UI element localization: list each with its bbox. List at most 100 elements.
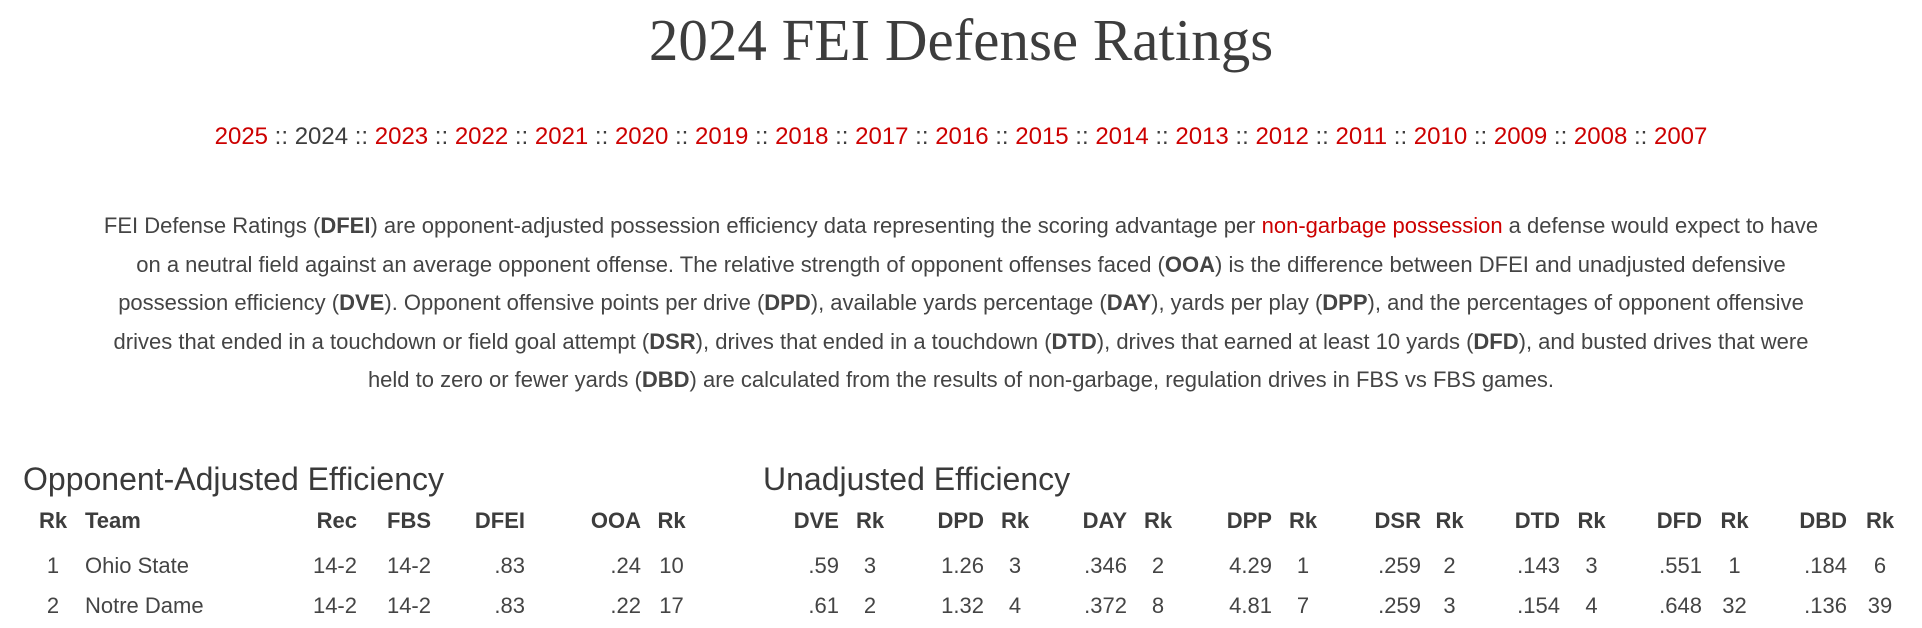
non-garbage-possession-link[interactable]: non-garbage possession <box>1261 213 1503 238</box>
stat-cell: .24 <box>610 553 641 578</box>
year-link-2015[interactable]: 2015 <box>1015 123 1069 150</box>
stat-cell: 14-2 <box>386 553 431 578</box>
metric-acronym: DPD <box>764 290 811 315</box>
year-link-2025[interactable]: 2025 <box>214 123 269 150</box>
column-spacer <box>702 500 758 546</box>
stat-cell: .346 <box>1084 553 1127 578</box>
stat-cell: 4.81 <box>1229 593 1272 618</box>
year-separator: :: <box>748 123 776 150</box>
col-header-rk-6: Rk <box>657 508 686 533</box>
year-separator: :: <box>668 123 695 150</box>
metric-acronym: DFD <box>1473 328 1519 354</box>
intro-text: ), available yards percentage ( <box>810 290 1107 315</box>
year-separator: :: <box>1228 123 1256 150</box>
year-link-2021[interactable]: 2021 <box>534 123 589 150</box>
stat-cell: 14-2 <box>312 553 357 578</box>
year-separator: :: <box>268 123 295 150</box>
year-link-2013[interactable]: 2013 <box>1175 123 1229 150</box>
stat-cell: 32 <box>1722 593 1747 618</box>
stat-cell: 2 <box>1443 553 1456 578</box>
year-separator: :: <box>588 123 615 150</box>
year-link-2014[interactable]: 2014 <box>1095 123 1149 150</box>
stat-cell: 3 <box>1008 553 1022 578</box>
intro-text: possession efficiency ( <box>118 290 340 315</box>
stat-cell: 1.32 <box>941 593 984 618</box>
col-header-rk-12: Rk <box>1143 508 1173 533</box>
intro-text: ) are calculated from the results of non… <box>689 367 1555 392</box>
intro-text: ). Opponent offensive points per drive ( <box>384 290 765 315</box>
stat-cell: .372 <box>1084 593 1127 618</box>
stat-cell: .259 <box>1378 593 1421 618</box>
year-link-2008[interactable]: 2008 <box>1573 123 1628 150</box>
year-link-2019[interactable]: 2019 <box>695 123 749 150</box>
year-separator: :: <box>508 123 535 150</box>
intro-line: on a neutral field against an average op… <box>25 246 1897 285</box>
section-title-unadjusted: Unadjusted Efficiency <box>763 461 1071 497</box>
team-name: Notre Dame <box>85 593 204 618</box>
col-header-rk-16: Rk <box>1435 508 1464 533</box>
stat-cell: 4 <box>1008 593 1022 618</box>
metric-acronym: DBD <box>641 367 690 392</box>
stat-cell: .136 <box>1804 593 1847 618</box>
year-separator: :: <box>1467 123 1494 150</box>
year-link-2012[interactable]: 2012 <box>1255 123 1309 150</box>
stat-cell: 1.26 <box>941 553 984 578</box>
stat-cell: 2 <box>46 593 60 618</box>
stat-cell: .154 <box>1517 593 1560 618</box>
year-separator: :: <box>1308 123 1336 150</box>
header-row: Rk Team Rec FBS DFEI OOA Rk DVE Rk DPD Rk DAY Rk DPP R… <box>37 500 1913 546</box>
stat-cell: 1 <box>46 553 60 578</box>
stat-cell: .59 <box>808 553 839 578</box>
stat-cell: .83 <box>494 553 525 578</box>
col-header-dsr-15: DSR <box>1374 508 1421 533</box>
col-header-rk-20: Rk <box>1720 508 1749 533</box>
cell-spacer <box>702 546 758 586</box>
year-link-2011[interactable]: 2011 <box>1335 123 1388 150</box>
stat-cell: 2 <box>1151 553 1165 578</box>
intro-text: FEI Defense Ratings ( <box>103 213 321 238</box>
col-header-rec-2: Rec <box>316 508 357 533</box>
intro-text: ) is the difference between DFEI and una… <box>1215 251 1786 277</box>
year-separator: :: <box>428 123 455 150</box>
col-header-dve-7: DVE <box>793 508 839 533</box>
year-separator: :: <box>1148 123 1176 150</box>
stat-cell: 6 <box>1873 553 1887 578</box>
year-link-2020[interactable]: 2020 <box>614 123 669 150</box>
stat-cell: 1 <box>1296 553 1310 578</box>
stat-cell: .184 <box>1804 553 1847 578</box>
stat-cell: 3 <box>1585 553 1598 578</box>
stat-cell: .83 <box>494 593 525 618</box>
stat-cell: .143 <box>1517 553 1560 578</box>
year-link-2009[interactable]: 2009 <box>1493 123 1548 150</box>
intro-line: drives that ended in a touchdown or fiel… <box>25 323 1897 362</box>
year-link-2017[interactable]: 2017 <box>855 123 909 150</box>
metric-acronym: DTD <box>1051 328 1097 354</box>
intro-line: held to zero or fewer yards (DBD) are ca… <box>25 361 1897 400</box>
metric-acronym: DAY <box>1106 290 1152 315</box>
col-header-rk-0: Rk <box>38 508 68 533</box>
col-header-rk-14: Rk <box>1288 508 1318 533</box>
stat-cell: 17 <box>659 593 684 618</box>
col-header-dtd-17: DTD <box>1514 508 1560 533</box>
intro-line: possession efficiency (DVE). Opponent of… <box>25 284 1897 323</box>
year-link-2010[interactable]: 2010 <box>1413 123 1468 150</box>
stat-cell: .259 <box>1378 553 1421 578</box>
stat-cell: 7 <box>1296 593 1310 618</box>
year-separator: :: <box>1627 123 1654 150</box>
metric-acronym: DVE <box>339 290 385 315</box>
year-link-2022[interactable]: 2022 <box>454 123 509 150</box>
year-separator: :: <box>828 123 856 150</box>
year-link-2016[interactable]: 2016 <box>935 123 989 150</box>
col-header-dpd-9: DPD <box>937 508 984 533</box>
year-link-2023[interactable]: 2023 <box>374 123 429 150</box>
stat-cell: 14-2 <box>386 593 431 618</box>
stat-cell: 2 <box>863 593 877 618</box>
intro-text: ), drives that ended in a touchdown ( <box>695 328 1052 354</box>
year-separator: :: <box>1068 123 1096 150</box>
col-header-ooa-5: OOA <box>590 508 641 533</box>
year-link-2018[interactable]: 2018 <box>775 123 829 150</box>
stat-cell: 4 <box>1585 593 1598 618</box>
stat-cell: 1 <box>1728 553 1741 578</box>
year-link-2007[interactable]: 2007 <box>1653 123 1708 150</box>
